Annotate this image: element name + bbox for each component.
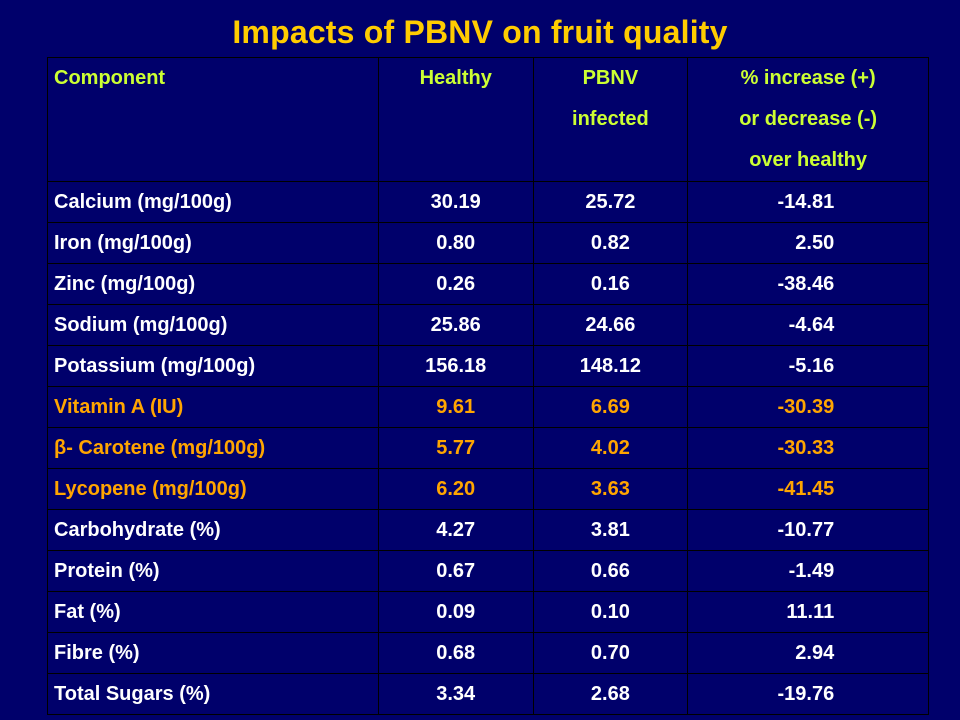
cell-change: -19.76 — [687, 673, 929, 715]
cell-component: Fibre (%) — [47, 632, 379, 674]
fruit-quality-table: Component Healthy PBNV infected % increa… — [47, 57, 929, 715]
cell-healthy: 0.80 — [377, 222, 534, 264]
change-value: -1.49 — [788, 559, 835, 582]
cell-component: Total Sugars (%) — [47, 673, 379, 715]
table-row: Calcium (mg/100g) 30.19 25.72 -14.81 — [47, 181, 929, 223]
cell-infected: 0.70 — [532, 632, 689, 674]
cell-healthy: 5.77 — [377, 427, 534, 469]
cell-change: -41.45 — [687, 468, 929, 510]
table-row: Potassium (mg/100g) 156.18 148.12 -5.16 — [47, 345, 929, 387]
cell-healthy: 0.26 — [377, 263, 534, 305]
change-value: -19.76 — [777, 682, 835, 705]
header-healthy: Healthy — [377, 57, 534, 182]
cell-change: 2.94 — [687, 632, 929, 674]
change-value: -10.77 — [777, 518, 835, 541]
cell-component: Fat (%) — [47, 591, 379, 633]
cell-infected: 0.16 — [532, 263, 689, 305]
cell-change: 11.11 — [687, 591, 929, 633]
cell-change: -38.46 — [687, 263, 929, 305]
cell-component: Carbohydrate (%) — [47, 509, 379, 551]
cell-component: Calcium (mg/100g) — [47, 181, 379, 223]
cell-component: Zinc (mg/100g) — [47, 263, 379, 305]
table-row: Lycopene (mg/100g) 6.20 3.63 -41.45 — [47, 468, 929, 510]
cell-component: Sodium (mg/100g) — [47, 304, 379, 346]
change-value: -14.81 — [777, 190, 835, 213]
cell-infected: 3.63 — [532, 468, 689, 510]
cell-healthy: 156.18 — [377, 345, 534, 387]
cell-component: Potassium (mg/100g) — [47, 345, 379, 387]
change-value: -41.45 — [777, 477, 835, 500]
cell-healthy: 3.34 — [377, 673, 534, 715]
table-header-row: Component Healthy PBNV infected % increa… — [47, 57, 929, 182]
cell-infected: 4.02 — [532, 427, 689, 469]
table-row: β- Carotene (mg/100g) 5.77 4.02 -30.33 — [47, 427, 929, 469]
cell-change: 2.50 — [687, 222, 929, 264]
cell-healthy: 0.68 — [377, 632, 534, 674]
cell-component: Iron (mg/100g) — [47, 222, 379, 264]
table-row: Sodium (mg/100g) 25.86 24.66 -4.64 — [47, 304, 929, 346]
slide-title: Impacts of PBNV on fruit quality — [232, 14, 728, 50]
cell-healthy: 9.61 — [377, 386, 534, 428]
cell-infected: 6.69 — [532, 386, 689, 428]
cell-healthy: 4.27 — [377, 509, 534, 551]
change-value: -38.46 — [777, 272, 835, 295]
table-row: Total Sugars (%) 3.34 2.68 -19.76 — [47, 673, 929, 715]
table-row: Vitamin A (IU) 9.61 6.69 -30.39 — [47, 386, 929, 428]
cell-healthy: 25.86 — [377, 304, 534, 346]
change-value: -30.39 — [777, 395, 835, 418]
cell-healthy: 0.09 — [377, 591, 534, 633]
table-row: Fibre (%) 0.68 0.70 2.94 — [47, 632, 929, 674]
table-row: Protein (%) 0.67 0.66 -1.49 — [47, 550, 929, 592]
cell-change: -30.39 — [687, 386, 929, 428]
cell-change: -14.81 — [687, 181, 929, 223]
table-row: Zinc (mg/100g) 0.26 0.16 -38.46 — [47, 263, 929, 305]
change-value: 2.50 — [795, 231, 835, 254]
cell-healthy: 6.20 — [377, 468, 534, 510]
cell-infected: 0.10 — [532, 591, 689, 633]
header-component: Component — [47, 57, 379, 182]
cell-infected: 3.81 — [532, 509, 689, 551]
cell-change: -30.33 — [687, 427, 929, 469]
cell-component: Vitamin A (IU) — [47, 386, 379, 428]
header-percent-change: % increase (+) or decrease (-) over heal… — [687, 57, 929, 182]
change-value: -4.64 — [788, 313, 835, 336]
cell-healthy: 30.19 — [377, 181, 534, 223]
cell-component: Lycopene (mg/100g) — [47, 468, 379, 510]
table-row: Carbohydrate (%) 4.27 3.81 -10.77 — [47, 509, 929, 551]
cell-component: Protein (%) — [47, 550, 379, 592]
change-value: 2.94 — [795, 641, 835, 664]
table-row: Fat (%) 0.09 0.10 11.11 — [47, 591, 929, 633]
cell-change: -5.16 — [687, 345, 929, 387]
cell-infected: 25.72 — [532, 181, 689, 223]
cell-change: -10.77 — [687, 509, 929, 551]
cell-healthy: 0.67 — [377, 550, 534, 592]
change-value: -5.16 — [788, 354, 835, 377]
change-value: 11.11 — [786, 600, 835, 623]
change-value: -30.33 — [777, 436, 835, 459]
header-pbnv-infected: PBNV infected — [532, 57, 689, 182]
cell-infected: 24.66 — [532, 304, 689, 346]
cell-infected: 0.66 — [532, 550, 689, 592]
table-body: Calcium (mg/100g) 30.19 25.72 -14.81 Iron (m… — [47, 181, 929, 715]
cell-change: -1.49 — [687, 550, 929, 592]
table-row: Iron (mg/100g) 0.80 0.82 2.50 — [47, 222, 929, 264]
cell-infected: 0.82 — [532, 222, 689, 264]
cell-infected: 2.68 — [532, 673, 689, 715]
cell-component: β- Carotene (mg/100g) — [47, 427, 379, 469]
cell-change: -4.64 — [687, 304, 929, 346]
cell-infected: 148.12 — [532, 345, 689, 387]
